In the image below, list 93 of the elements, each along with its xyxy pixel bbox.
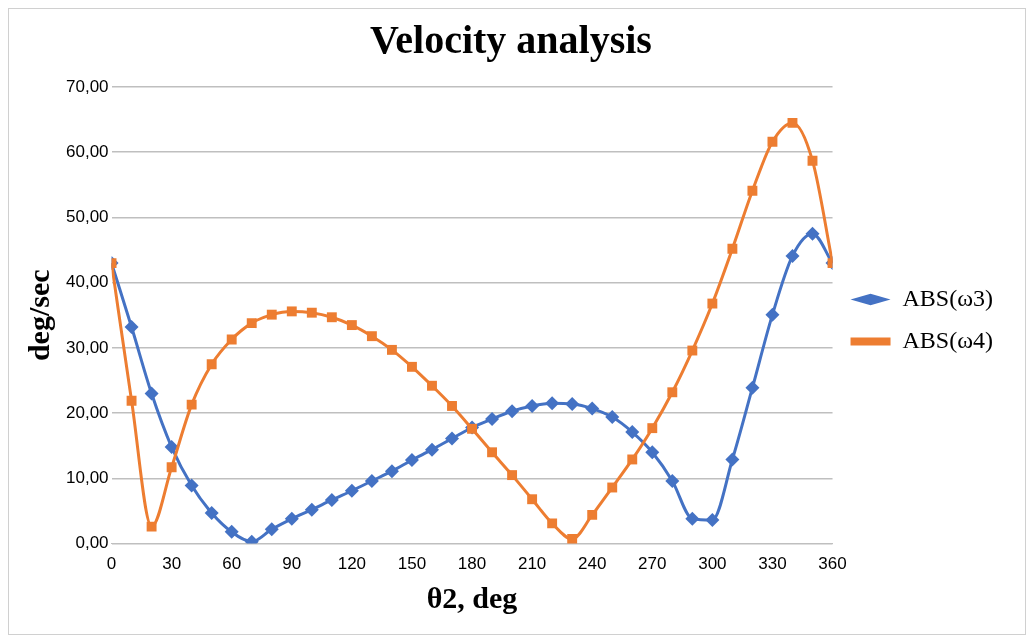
point xyxy=(304,502,319,517)
y-tick-label: 70,00 xyxy=(65,76,109,96)
y-tick-label: 30,00 xyxy=(65,337,109,357)
point xyxy=(507,470,518,481)
x-tick-label: 0 xyxy=(106,554,117,574)
point xyxy=(226,334,237,345)
point xyxy=(366,331,377,342)
point xyxy=(407,361,417,372)
y-axis-title: deg/sec xyxy=(21,269,55,362)
point xyxy=(565,397,580,412)
point xyxy=(206,359,217,370)
legend-label: ABS(ω3) xyxy=(902,284,993,311)
point xyxy=(805,226,820,241)
point xyxy=(324,492,339,507)
point xyxy=(625,425,640,440)
point xyxy=(146,521,157,532)
point xyxy=(645,445,660,460)
point xyxy=(306,307,317,318)
point xyxy=(587,509,598,520)
point xyxy=(585,401,600,416)
point xyxy=(705,513,720,528)
x-tick-label: 150 xyxy=(397,554,427,574)
point xyxy=(384,464,399,479)
point xyxy=(785,248,800,263)
x-tick-label: 300 xyxy=(698,554,727,574)
point xyxy=(386,344,397,355)
point xyxy=(687,345,698,356)
point xyxy=(344,483,359,498)
y-tick-label: 50,00 xyxy=(65,207,109,227)
x-tick-label: 210 xyxy=(517,554,547,574)
point xyxy=(166,462,177,473)
x-tick-label: 30 xyxy=(162,554,182,574)
x-tick-label: 90 xyxy=(282,554,302,574)
point xyxy=(567,534,578,544)
point xyxy=(787,117,798,128)
point xyxy=(204,505,219,520)
point xyxy=(126,395,137,406)
point xyxy=(266,309,277,320)
y-tick-label: 0,00 xyxy=(75,533,109,553)
x-tick-label: 60 xyxy=(222,554,242,574)
x-tick-label: 240 xyxy=(578,554,607,574)
point xyxy=(186,399,197,410)
point xyxy=(767,136,778,147)
y-tick-label: 40,00 xyxy=(65,272,109,292)
point xyxy=(747,185,758,196)
point xyxy=(607,482,618,493)
point xyxy=(707,298,718,309)
point xyxy=(184,478,199,493)
point xyxy=(264,522,279,537)
chart-title: Velocity analysis xyxy=(370,17,652,63)
point xyxy=(164,440,179,455)
y-tick-label: 20,00 xyxy=(65,402,109,422)
point xyxy=(525,398,540,413)
x-tick-label: 330 xyxy=(758,554,787,574)
point xyxy=(605,410,620,425)
point xyxy=(505,404,520,419)
point xyxy=(286,306,297,317)
point xyxy=(284,511,299,526)
x-axis-title: θ2, deg xyxy=(426,580,518,614)
y-tick-label: 60,00 xyxy=(65,141,109,161)
point xyxy=(727,243,738,254)
x-tick-label: 360 xyxy=(818,554,847,574)
point xyxy=(487,447,498,458)
point xyxy=(745,380,760,395)
x-tick-label: 120 xyxy=(337,554,367,574)
point xyxy=(447,401,457,411)
point xyxy=(765,307,780,322)
legend-label: ABS(ω4) xyxy=(902,326,993,353)
point xyxy=(404,453,419,468)
y-tick-label: 10,00 xyxy=(65,468,109,488)
point xyxy=(545,396,560,411)
x-tick-label: 180 xyxy=(457,554,487,574)
point xyxy=(445,431,460,446)
point xyxy=(224,524,239,539)
point xyxy=(124,320,139,335)
x-tick-label: 270 xyxy=(638,554,667,574)
point xyxy=(647,423,658,434)
point xyxy=(346,320,357,331)
point xyxy=(427,380,437,391)
point xyxy=(527,494,538,505)
point xyxy=(725,452,740,467)
point xyxy=(144,386,159,401)
point xyxy=(547,518,558,529)
point xyxy=(364,473,379,488)
point xyxy=(485,412,500,427)
point xyxy=(326,312,337,323)
point xyxy=(685,511,700,526)
point xyxy=(424,442,439,457)
point xyxy=(665,473,680,488)
point xyxy=(627,454,638,465)
point xyxy=(667,387,678,398)
point xyxy=(246,318,257,329)
point xyxy=(807,155,818,166)
